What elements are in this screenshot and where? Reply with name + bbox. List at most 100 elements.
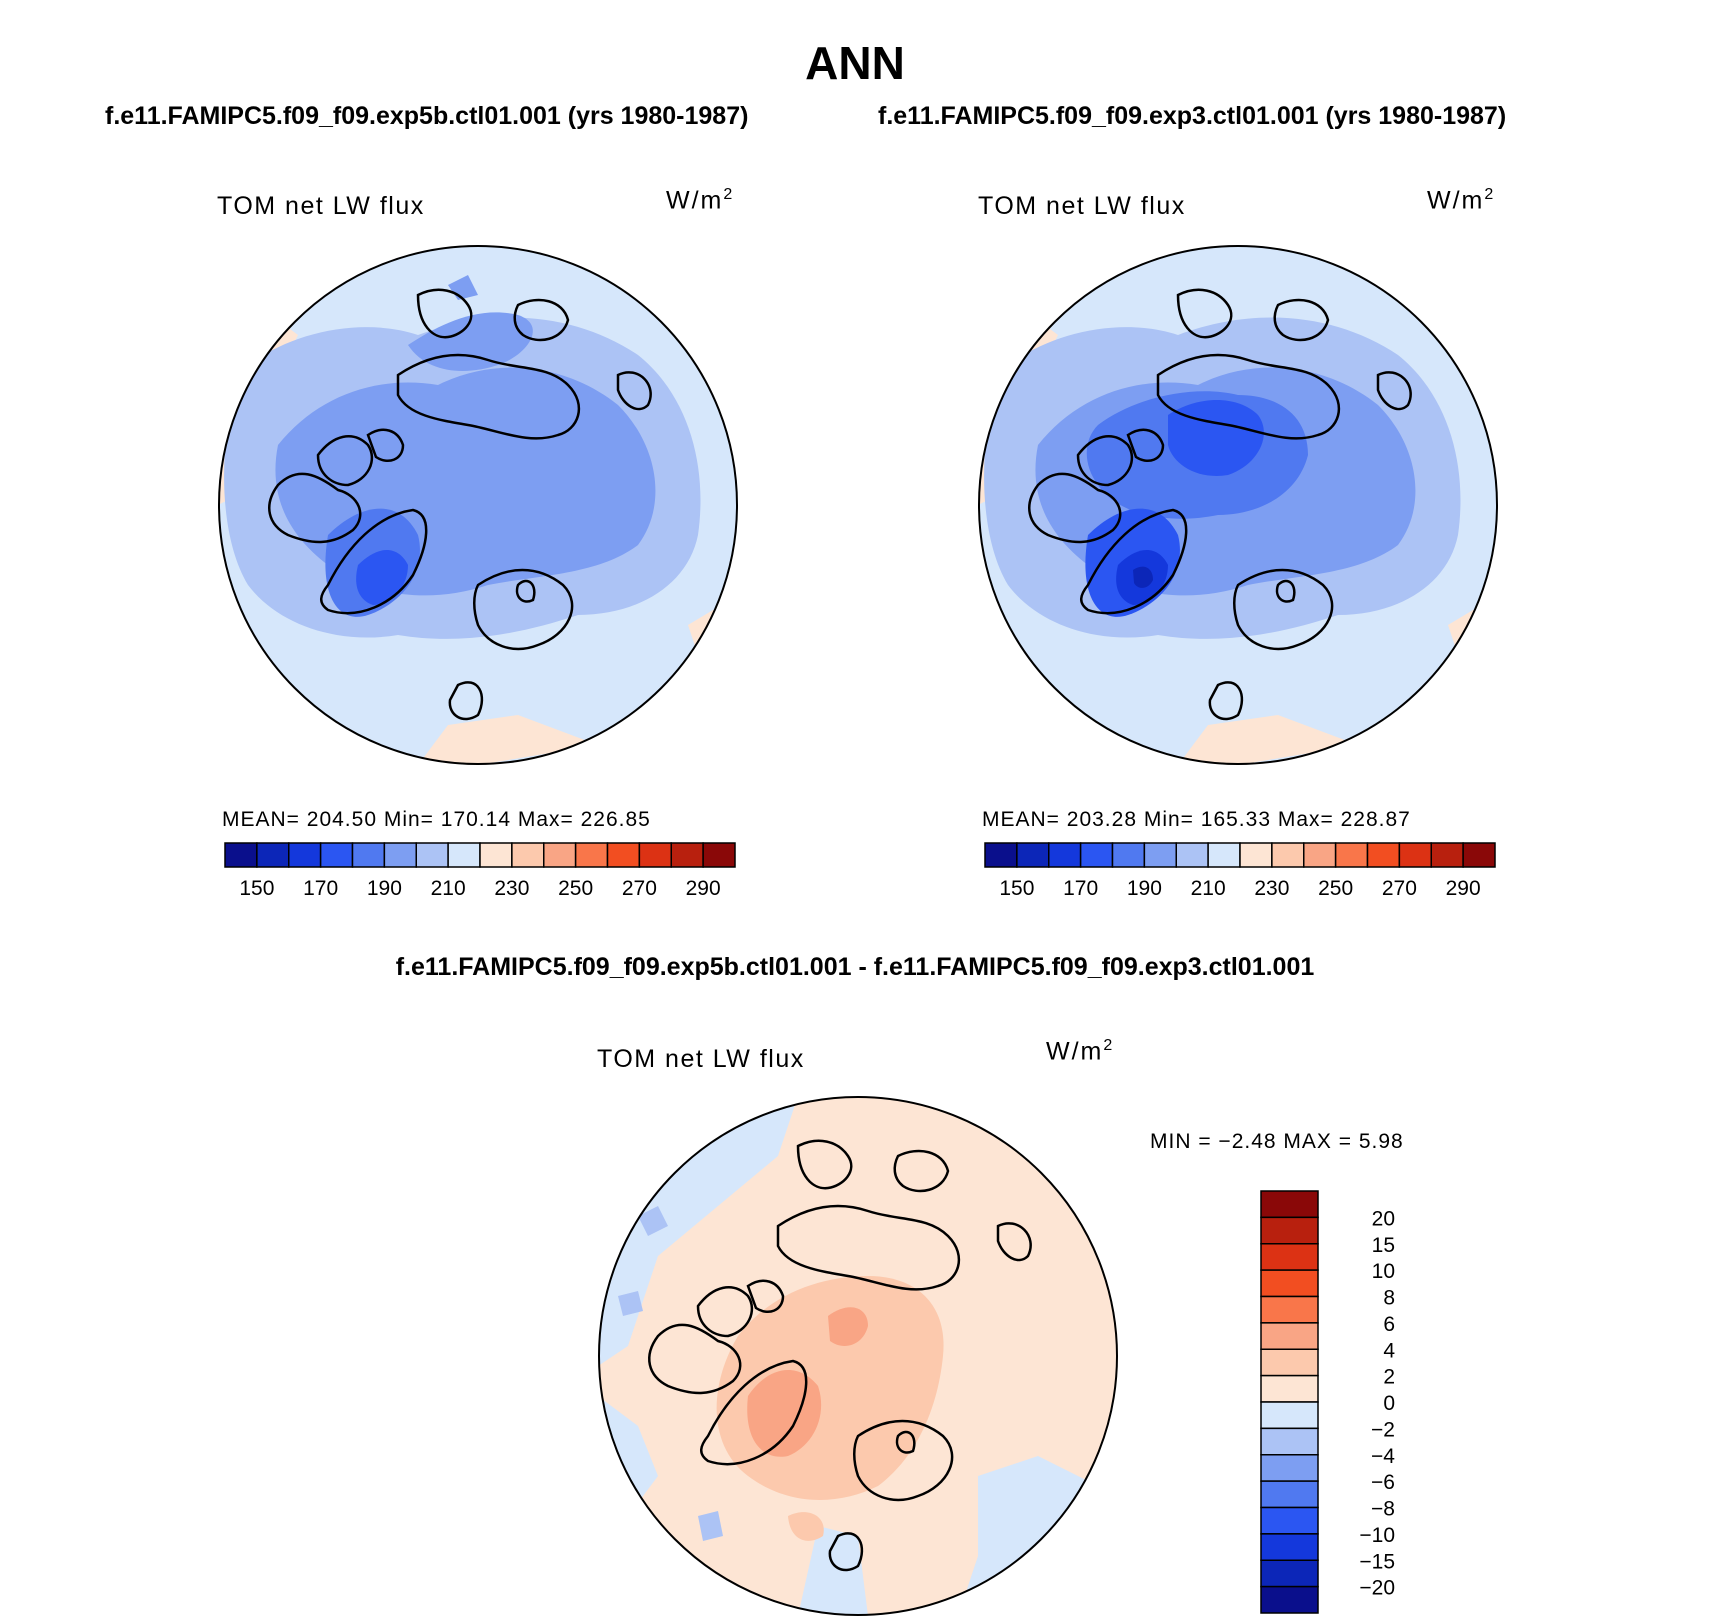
colorbar-tick-label: 20 xyxy=(1372,1207,1395,1230)
colorbar-swatch xyxy=(543,842,577,868)
colorbar-swatch xyxy=(288,842,322,868)
colorbar-tick-label: 6 xyxy=(1383,1313,1395,1336)
panel2-units: W/m2 xyxy=(1427,186,1496,215)
colorbar-swatch xyxy=(574,842,609,868)
colorbar-swatch xyxy=(1260,1533,1319,1561)
colorbar-swatch xyxy=(1239,842,1273,868)
colorbar-swatch xyxy=(351,842,386,868)
colorbar-tick-label: 190 xyxy=(367,877,402,900)
colorbar-swatch xyxy=(670,842,704,868)
colorbar-swatch xyxy=(606,842,641,868)
colorbar-swatch xyxy=(1111,842,1146,868)
colorbar-abs-1: 150 170 190 210 230 250 270 290 xyxy=(224,842,736,900)
map-panel-diff xyxy=(598,1096,1118,1616)
panel3-stats: MIN = −2.48 MAX = 5.98 xyxy=(1150,1130,1404,1153)
colorbar-tick-label: 290 xyxy=(1446,877,1481,900)
colorbar-swatch xyxy=(1260,1295,1319,1324)
left-case-title: f.e11.FAMIPC5.f09_f09.exp5b.ctl01.001 (y… xyxy=(105,102,749,130)
colorbar-swatch xyxy=(415,842,449,868)
colorbar-swatch xyxy=(1430,842,1464,868)
panel1-stats: MEAN= 204.50 Min= 170.14 Max= 226.85 xyxy=(222,808,651,831)
colorbar-tick-label: 15 xyxy=(1372,1234,1395,1257)
panel2-stats: MEAN= 203.28 Min= 165.33 Max= 228.87 xyxy=(982,808,1411,831)
colorbar-swatch xyxy=(1260,1216,1319,1245)
colorbar-swatch xyxy=(1303,842,1337,868)
colorbar-swatch xyxy=(1334,842,1369,868)
colorbar-swatch xyxy=(1207,842,1241,868)
colorbar-swatch xyxy=(383,842,417,868)
colorbar-swatch xyxy=(1260,1243,1319,1271)
colorbar-tick-label: 2 xyxy=(1383,1366,1395,1389)
colorbar-tick-label: −2 xyxy=(1371,1418,1395,1441)
colorbar-swatch xyxy=(1271,842,1305,868)
colorbar-abs-2: 150 170 190 210 230 250 270 290 xyxy=(984,842,1496,900)
panel3-units: W/m2 xyxy=(1046,1037,1115,1066)
colorbar-tick-label: 0 xyxy=(1383,1392,1395,1415)
colorbar-tick-label: 150 xyxy=(999,877,1034,900)
panel1-field-label: TOM net LW flux xyxy=(217,192,425,220)
colorbar-tick-label: 250 xyxy=(1318,877,1353,900)
colorbar-tick-label: 230 xyxy=(494,877,529,900)
colorbar-swatch xyxy=(447,842,481,868)
colorbar-swatch xyxy=(1260,1454,1319,1482)
colorbar-swatch xyxy=(1366,842,1401,868)
map-panel-1 xyxy=(218,245,738,765)
colorbar-swatch xyxy=(1462,842,1496,868)
colorbar-tick-label: 170 xyxy=(1063,877,1098,900)
map-boundary xyxy=(218,245,738,765)
colorbar-tick-label: 270 xyxy=(1382,877,1417,900)
colorbar-swatch xyxy=(1260,1480,1319,1509)
colorbar-swatch xyxy=(1260,1427,1319,1456)
figure-title: ANN xyxy=(805,37,905,89)
colorbar-swatch xyxy=(1079,842,1114,868)
right-case-title: f.e11.FAMIPC5.f09_f09.exp3.ctl01.001 (yr… xyxy=(878,102,1507,130)
colorbar-tick-label: 190 xyxy=(1127,877,1162,900)
colorbar-tick-label: −15 xyxy=(1359,1550,1395,1573)
colorbar-tick-label: 8 xyxy=(1383,1287,1395,1310)
colorbar-swatch xyxy=(1048,842,1082,868)
colorbar-swatch xyxy=(1260,1506,1319,1535)
colorbar-swatch xyxy=(319,842,354,868)
colorbar-swatch xyxy=(1260,1585,1319,1614)
colorbar-tick-label: −8 xyxy=(1371,1498,1395,1521)
colorbar-tick-label: 250 xyxy=(558,877,593,900)
colorbar-swatch xyxy=(1260,1190,1319,1219)
colorbar-tick-label: 150 xyxy=(239,877,274,900)
colorbar-swatch xyxy=(1175,842,1209,868)
colorbar-tick-label: 210 xyxy=(1191,877,1226,900)
map-boundary xyxy=(598,1096,1118,1616)
colorbar-swatch xyxy=(1143,842,1177,868)
colorbar-swatch xyxy=(638,842,672,868)
colorbar-tick-label: 230 xyxy=(1254,877,1289,900)
colorbar-swatch xyxy=(256,842,290,868)
diff-case-title: f.e11.FAMIPC5.f09_f09.exp5b.ctl01.001 - … xyxy=(395,953,1315,981)
colorbar-swatch xyxy=(984,842,1018,868)
colorbar-swatch xyxy=(1260,1401,1319,1430)
colorbar-tick-label: −10 xyxy=(1359,1524,1395,1547)
colorbar-swatch xyxy=(1016,842,1050,868)
colorbar-swatch xyxy=(1260,1348,1319,1377)
colorbar-swatch xyxy=(511,842,545,868)
colorbar-tick-label: 4 xyxy=(1383,1339,1395,1362)
colorbar-swatch xyxy=(1398,842,1432,868)
colorbar-tick-label: −4 xyxy=(1371,1445,1395,1468)
panel2-field-label: TOM net LW flux xyxy=(978,192,1186,220)
colorbar-swatch xyxy=(1260,1374,1319,1403)
colorbar-swatch xyxy=(1260,1322,1319,1350)
panel1-units: W/m2 xyxy=(666,186,735,215)
colorbar-tick-label: 10 xyxy=(1372,1260,1395,1283)
colorbar-tick-label: 170 xyxy=(303,877,338,900)
colorbar-tick-label: 290 xyxy=(686,877,721,900)
colorbar-swatch xyxy=(1260,1269,1319,1298)
colorbar-tick-label: 270 xyxy=(622,877,657,900)
colorbar-tick-label: −6 xyxy=(1371,1471,1395,1494)
colorbar-swatch xyxy=(702,842,736,868)
map-boundary xyxy=(978,245,1498,765)
colorbar-swatch xyxy=(224,842,258,868)
panel3-field-label: TOM net LW flux xyxy=(597,1045,805,1073)
map-panel-2 xyxy=(978,245,1498,765)
colorbar-swatch xyxy=(479,842,513,868)
colorbar-swatch xyxy=(1260,1559,1319,1588)
colorbar-tick-label: −20 xyxy=(1359,1577,1395,1600)
